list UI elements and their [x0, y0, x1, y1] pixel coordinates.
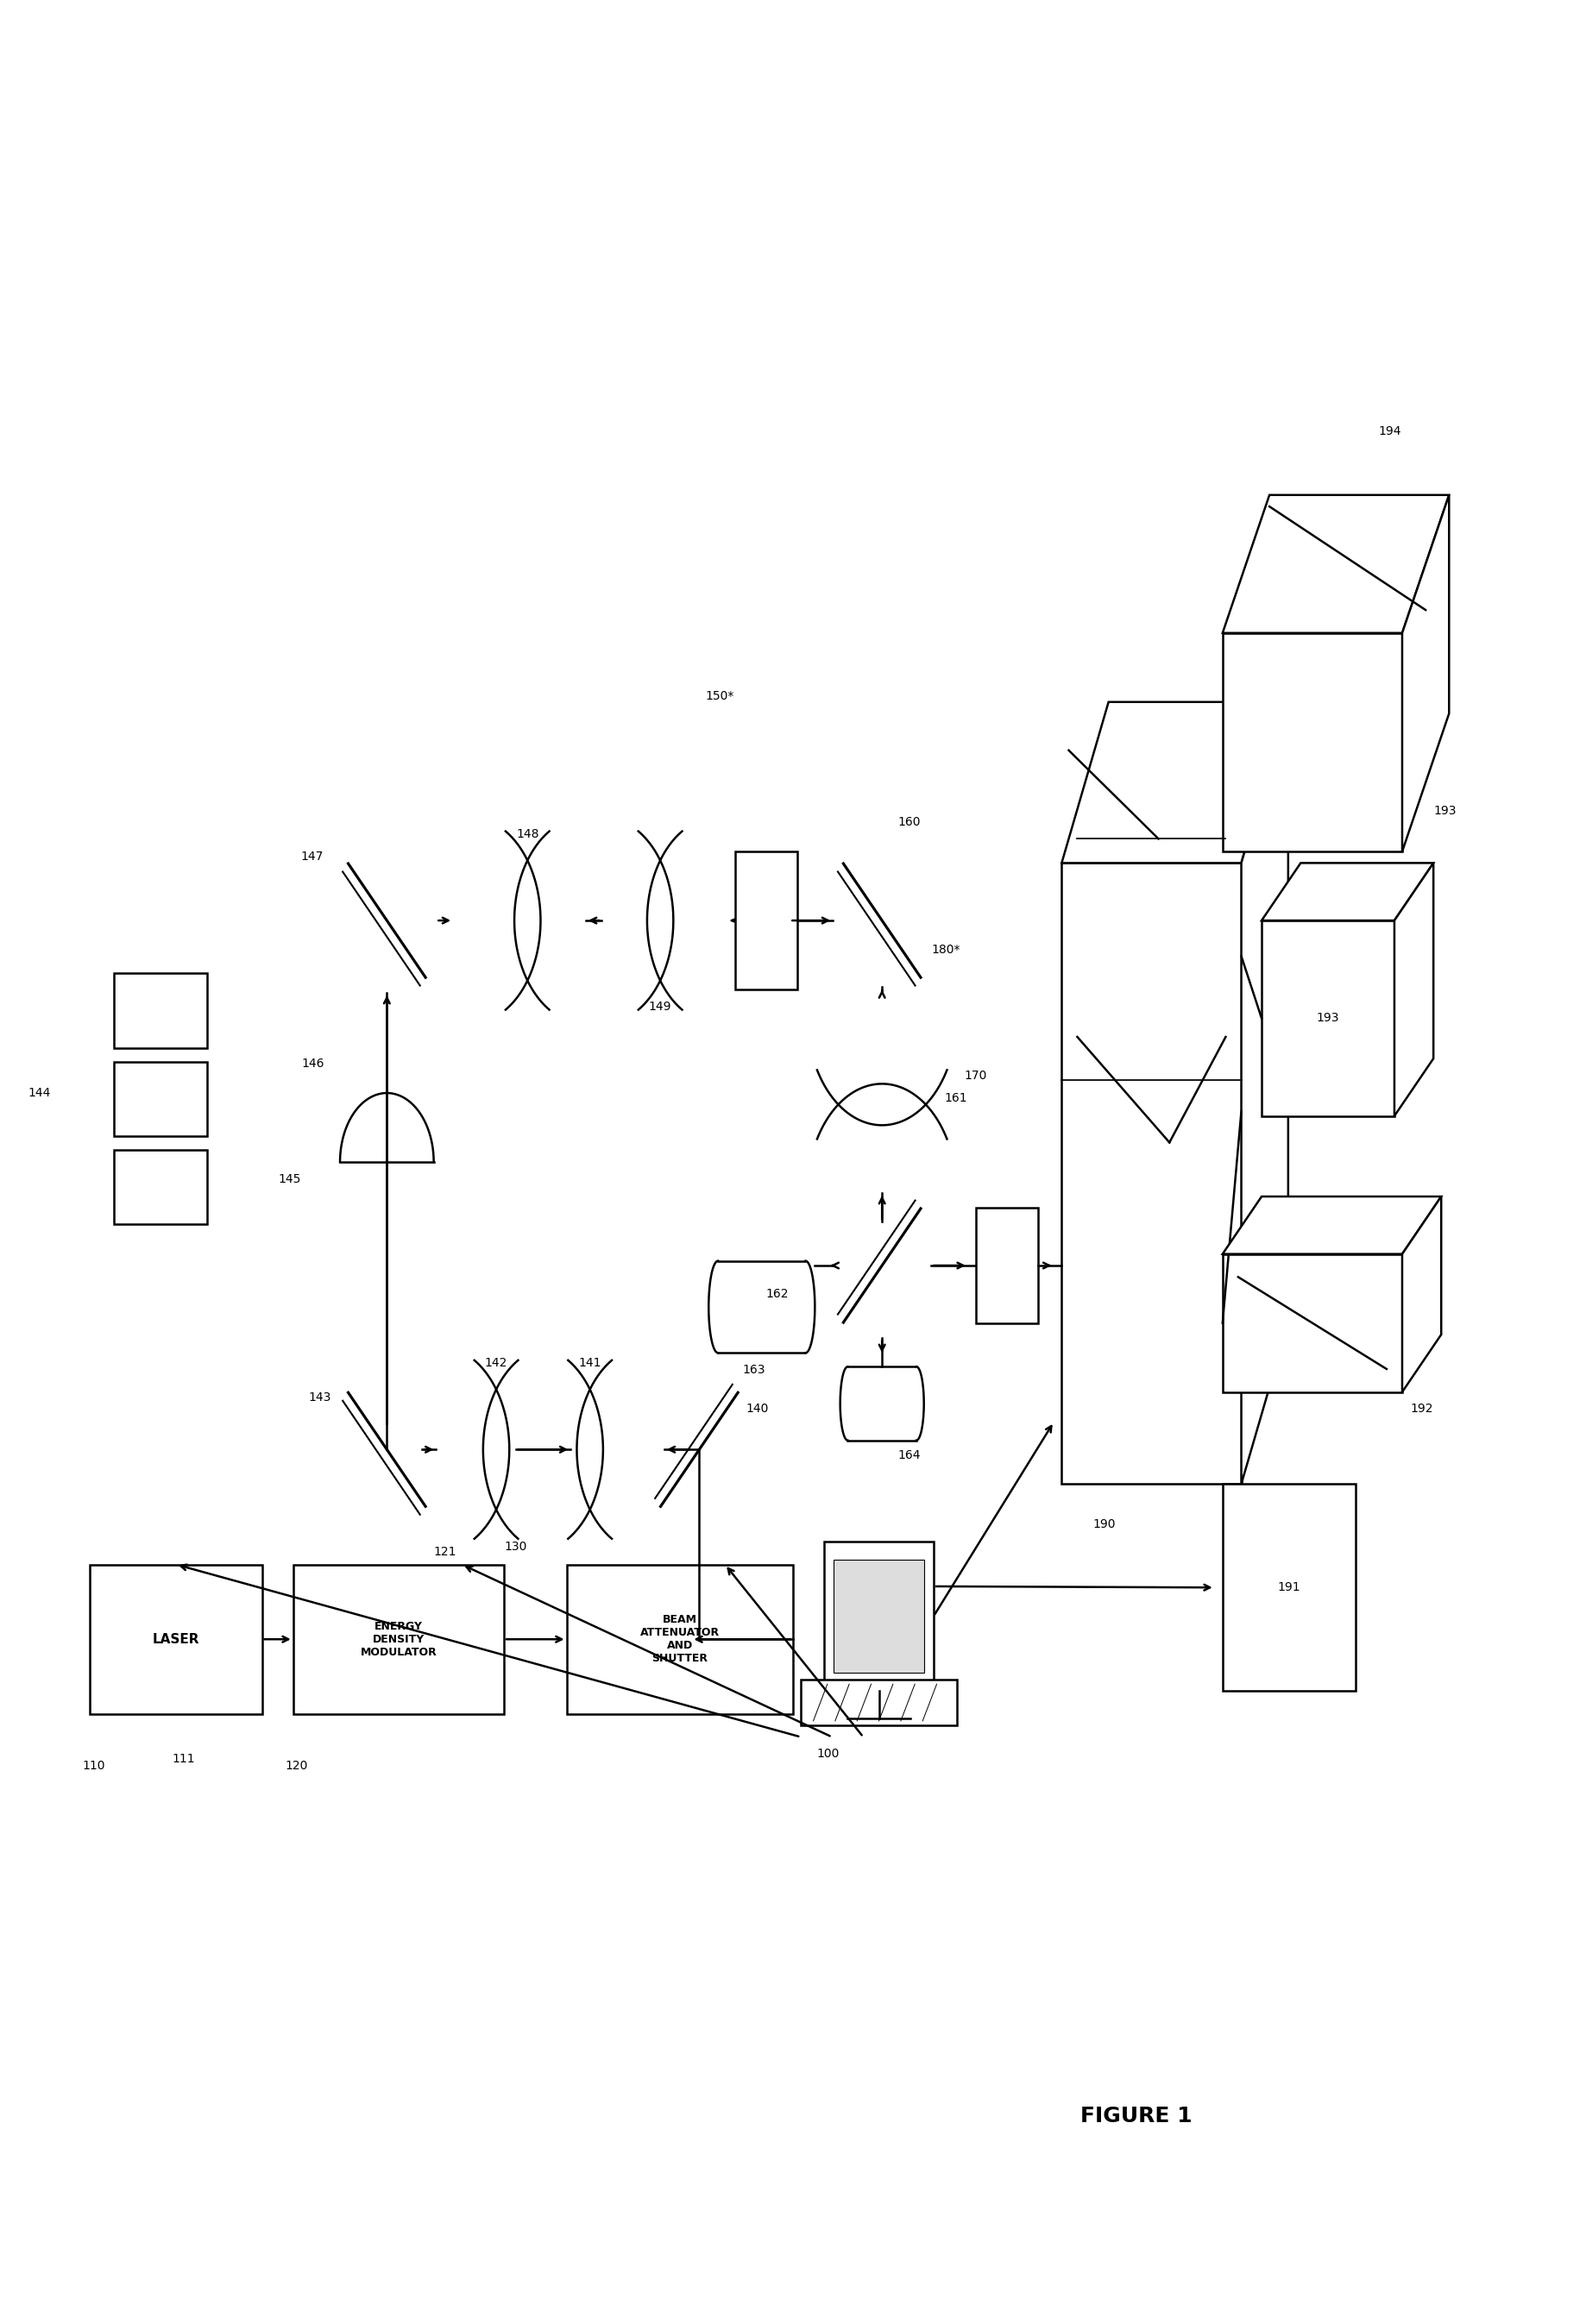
Text: 149: 149 [649, 999, 671, 1013]
Text: 191: 191 [1277, 1580, 1301, 1594]
Text: 120: 120 [285, 1759, 308, 1771]
Text: 164: 164 [898, 1448, 920, 1462]
Polygon shape [1223, 1197, 1442, 1255]
Bar [114, 1150, 208, 1225]
Text: 180*: 180* [931, 944, 960, 955]
Text: BEAM
ATTENUATOR
AND
SHUTTER: BEAM ATTENUATOR AND SHUTTER [641, 1615, 720, 1664]
Bar [1223, 1255, 1402, 1392]
Polygon shape [1061, 702, 1288, 862]
Text: 193: 193 [1316, 1013, 1340, 1025]
Text: 143: 143 [309, 1392, 331, 1404]
Bar [1261, 920, 1394, 1116]
Polygon shape [1223, 495, 1450, 632]
Bar [114, 974, 208, 1048]
Text: FIGURE 1: FIGURE 1 [1080, 2106, 1193, 2126]
Text: 161: 161 [945, 1092, 967, 1104]
Text: 194: 194 [1378, 425, 1402, 437]
Bar [1061, 862, 1242, 1485]
Polygon shape [1242, 702, 1288, 1485]
Bar [975, 1208, 1039, 1322]
Bar [293, 1564, 504, 1715]
Bar [90, 1564, 262, 1715]
Bar [834, 1559, 925, 1673]
Text: 144: 144 [27, 1088, 51, 1099]
Text: 160: 160 [898, 816, 920, 827]
Bar [114, 1062, 208, 1136]
Text: 145: 145 [278, 1174, 301, 1185]
Bar [566, 1564, 793, 1715]
Text: 141: 141 [579, 1357, 601, 1369]
Bar [801, 1680, 956, 1724]
Text: 146: 146 [301, 1057, 325, 1069]
Text: 192: 192 [1410, 1404, 1432, 1415]
Text: 150*: 150* [706, 690, 734, 702]
Bar [825, 1541, 934, 1692]
Text: 111: 111 [173, 1752, 195, 1764]
Polygon shape [1402, 1197, 1442, 1392]
Text: 190: 190 [1093, 1518, 1117, 1529]
Bar [1223, 632, 1402, 851]
Text: ENERGY
DENSITY
MODULATOR: ENERGY DENSITY MODULATOR [360, 1620, 436, 1657]
Text: 110: 110 [82, 1759, 105, 1771]
Polygon shape [1402, 495, 1450, 851]
Text: 100: 100 [817, 1748, 839, 1759]
Polygon shape [1394, 862, 1434, 1116]
Text: 170: 170 [964, 1069, 986, 1081]
Text: 162: 162 [766, 1287, 788, 1299]
Text: 147: 147 [301, 851, 324, 862]
Text: 163: 163 [742, 1364, 766, 1376]
Text: LASER: LASER [152, 1634, 200, 1645]
Bar [1223, 1485, 1356, 1692]
Text: 148: 148 [515, 827, 539, 839]
Text: 130: 130 [504, 1541, 527, 1552]
Text: 121: 121 [433, 1545, 457, 1557]
Bar [736, 851, 798, 990]
Text: 142: 142 [485, 1357, 508, 1369]
Polygon shape [1261, 862, 1434, 920]
Text: 193: 193 [1434, 804, 1456, 818]
Text: 140: 140 [745, 1404, 769, 1415]
